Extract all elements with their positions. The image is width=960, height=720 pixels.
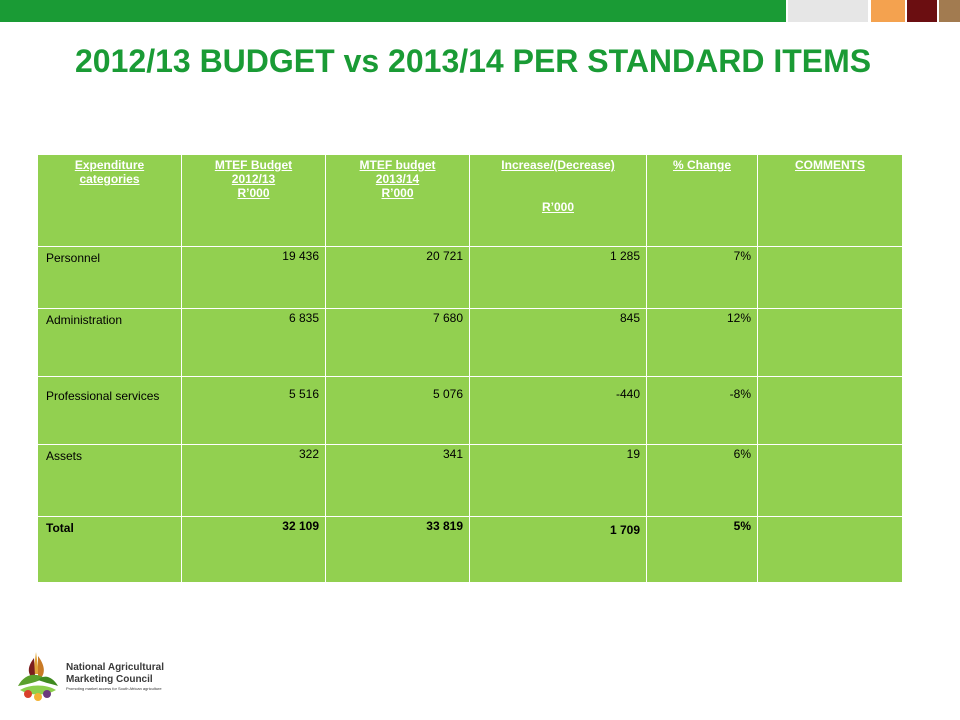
table-row: Administration 6 835 7 680 845 12% [37,308,903,377]
cell-change: -440 [469,376,647,445]
table-header-row: Expenditure categories MTEF Budget 2012/… [37,154,903,247]
table-row: Personnel 19 436 20 721 1 285 7% [37,246,903,309]
topbar-orange-segment [871,0,905,22]
cell-pct-change: 6% [646,444,758,517]
header-spacer [470,186,646,200]
cell-comments [757,516,903,583]
header-text: categories [79,172,140,186]
header-expenditure-categories: Expenditure categories [37,154,182,247]
table-row-total: Total 32 109 33 819 1 709 5% [37,516,903,583]
cell-comments [757,246,903,309]
cell-budget-2012: 5 516 [181,376,326,445]
cell-budget-2013: 5 076 [325,376,470,445]
cell-change: 1 709 [469,516,647,583]
cell-comments [757,444,903,517]
header-mtef-budget-2013: MTEF budget 2013/14 R’000 [325,154,470,247]
cell-change: 845 [469,308,647,377]
header-comments: COMMENTS [757,154,903,247]
topbar-tan-segment [939,0,960,22]
cell-category: Administration [37,308,182,377]
header-text: Increase/(Decrease) [501,158,615,172]
table-row: Professional services 5 516 5 076 -440 -… [37,376,903,445]
cell-budget-2012: 19 436 [181,246,326,309]
cell-budget-2012: 32 109 [181,516,326,583]
logo-line-1: National Agricultural [66,662,164,673]
namc-logo: National Agricultural Marketing Council … [14,650,184,706]
header-text: 2013/14 [375,172,420,186]
header-text: R’000 [381,186,414,200]
logo-tagline: Promoting market access for South Africa… [66,686,162,691]
cell-budget-2012: 6 835 [181,308,326,377]
cell-budget-2012: 322 [181,444,326,517]
cell-pct-change: -8% [646,376,758,445]
cell-comments [757,376,903,445]
cell-budget-2013: 7 680 [325,308,470,377]
header-text: R’000 [541,200,575,214]
header-mtef-budget-2012: MTEF Budget 2012/13 R’000 [181,154,326,247]
header-text: % Change [672,158,731,172]
logo-text: National Agricultural Marketing Council … [66,662,164,692]
cell-category: Assets [37,444,182,517]
header-text: R’000 [237,186,270,200]
cell-category: Total [37,516,182,583]
cell-pct-change: 5% [646,516,758,583]
cell-change: 19 [469,444,647,517]
header-spacer [470,172,646,186]
header-text: MTEF Budget [214,158,293,172]
topbar-light-segment [788,0,868,22]
cell-change: 1 285 [469,246,647,309]
header-text: COMMENTS [795,158,865,172]
budget-table: Expenditure categories MTEF Budget 2012/… [37,154,903,583]
cell-budget-2013: 20 721 [325,246,470,309]
cell-category: Personnel [37,246,182,309]
header-increase-decrease: Increase/(Decrease) R’000 [469,154,647,247]
cell-category: Professional services [37,376,182,445]
slide-title: 2012/13 BUDGET vs 2013/14 PER STANDARD I… [75,43,872,79]
table-row: Assets 322 341 19 6% [37,444,903,517]
header-text: 2012/13 [231,172,276,186]
header-text: Expenditure [74,158,145,172]
cell-comments [757,308,903,377]
cell-pct-change: 12% [646,308,758,377]
topbar-maroon-segment [907,0,937,22]
cell-pct-change: 7% [646,246,758,309]
header-text: MTEF budget [359,158,436,172]
namc-emblem-icon [18,652,58,701]
cell-budget-2013: 341 [325,444,470,517]
top-color-bar [0,0,960,22]
logo-line-2: Marketing Council [66,674,153,685]
cell-budget-2013: 33 819 [325,516,470,583]
header-percent-change: % Change [646,154,758,247]
topbar-green-segment [0,0,786,22]
